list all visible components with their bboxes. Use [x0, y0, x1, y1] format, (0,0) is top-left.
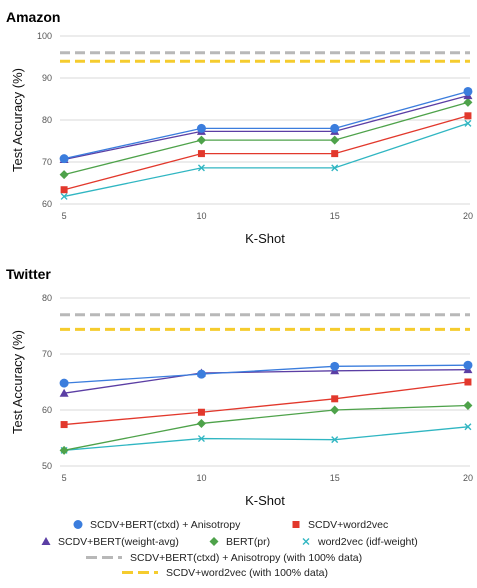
- data-point: [196, 418, 206, 428]
- chart-title: Amazon: [6, 9, 60, 25]
- data-point: [59, 388, 69, 397]
- legend-swatch: [73, 520, 83, 529]
- legend-swatch: [41, 537, 51, 545]
- x-axis-label: K-Shot: [245, 493, 285, 508]
- data-point: [331, 150, 339, 158]
- y-tick-label: 90: [42, 73, 52, 83]
- y-tick-label: 70: [42, 157, 52, 167]
- series-line: [63, 115, 469, 191]
- series-scdv_bert_ctxd_aniso: [59, 360, 473, 388]
- y-tick-label: 70: [42, 349, 52, 359]
- legend-label: BERT(pr): [226, 536, 270, 548]
- y-tick-label: 60: [42, 405, 52, 415]
- series-bert_pr: [59, 97, 473, 180]
- series-line: [63, 122, 469, 198]
- data-point: [196, 135, 206, 145]
- data-point: [196, 123, 206, 133]
- x-tick-label: 5: [62, 211, 67, 221]
- chart-panel-amazon: Amazon 60 70 80 90 100 5 10 15 20 K-Shot Test Accur…: [6, 9, 473, 246]
- y-tick-label: 60: [42, 199, 52, 209]
- data-point: [464, 119, 472, 127]
- series-line: [63, 101, 469, 176]
- series-scdv_word2vec: [60, 112, 472, 194]
- series-scdv_bert_weight_avg: [59, 91, 473, 163]
- legend-swatch: [302, 538, 310, 545]
- series-line: [64, 369, 468, 394]
- data-point: [330, 135, 340, 145]
- y-axis-label: Test Accuracy (%): [10, 68, 25, 172]
- series-line: [63, 95, 469, 161]
- x-tick-label: 20: [463, 211, 473, 221]
- data-point: [463, 360, 473, 370]
- data-point: [197, 408, 205, 416]
- x-tick-label: 15: [330, 211, 340, 221]
- data-point: [196, 369, 206, 379]
- data-point: [60, 192, 68, 200]
- series-scdv_bert_ctxd_aniso: [59, 86, 473, 164]
- data-point: [197, 435, 205, 443]
- legend-item-scdv_bert_weight_avg: SCDV+BERT(weight-avg): [41, 536, 179, 548]
- x-tick-label: 5: [62, 473, 67, 483]
- data-point: [331, 395, 339, 403]
- legend-label: word2vec (idf-weight): [317, 536, 418, 548]
- legend-item-bert_pr: BERT(pr): [209, 536, 270, 548]
- legend-label: SCDV+word2vec (with 100% data): [166, 567, 328, 579]
- legend-label: SCDV+word2vec: [308, 519, 388, 531]
- y-tick-label: 80: [42, 293, 52, 303]
- legend-label: SCDV+BERT(ctxd) + Anisotropy (with 100% …: [130, 552, 362, 564]
- series-scdv_word2vec: [60, 378, 472, 429]
- data-point: [59, 154, 69, 164]
- x-axis-label: K-Shot: [245, 231, 285, 246]
- legend-item-scdv_bert_ctxd_aniso: SCDV+BERT(ctxd) + Anisotropy: [73, 519, 241, 531]
- data-point: [59, 445, 69, 455]
- series-line: [64, 381, 469, 426]
- data-point: [60, 421, 68, 429]
- y-tick-label: 100: [37, 31, 52, 41]
- data-point: [197, 150, 205, 158]
- data-point: [464, 423, 472, 431]
- data-point: [197, 164, 205, 172]
- series-line: [64, 364, 468, 384]
- chart-panel-twitter: Twitter 50 60 70 80 5 10 15 20 K-Shot Test Accurac…: [6, 266, 473, 508]
- data-point: [60, 186, 68, 194]
- legend: SCDV+BERT(ctxd) + Anisotropy SCDV+word2ve…: [41, 519, 418, 579]
- data-point: [330, 405, 340, 415]
- data-point: [331, 436, 339, 444]
- y-axis-label: Test Accuracy (%): [10, 330, 25, 434]
- data-point: [464, 378, 472, 386]
- series-word2vec_idf: [60, 119, 472, 200]
- x-tick-label: 10: [196, 211, 206, 221]
- legend-item-ref_bert: SCDV+BERT(ctxd) + Anisotropy (with 100% …: [86, 552, 362, 564]
- chart-title: Twitter: [6, 266, 51, 282]
- legend-label: SCDV+BERT(ctxd) + Anisotropy: [90, 519, 241, 531]
- legend-label: SCDV+BERT(weight-avg): [58, 536, 179, 548]
- series-bert_pr: [59, 401, 473, 455]
- series-line: [64, 426, 469, 451]
- data-point: [330, 123, 340, 133]
- x-tick-label: 15: [330, 473, 340, 483]
- data-point: [330, 361, 340, 371]
- series-line: [63, 404, 468, 451]
- series-line: [63, 90, 469, 160]
- x-tick-label: 10: [196, 473, 206, 483]
- legend-item-ref_word2vec: SCDV+word2vec (with 100% data): [122, 567, 328, 579]
- legend-item-word2vec_idf: word2vec (idf-weight): [302, 536, 418, 548]
- data-point: [464, 112, 472, 120]
- data-point: [331, 164, 339, 172]
- legend-swatch: [209, 537, 219, 546]
- data-point: [59, 170, 69, 180]
- x-tick-label: 20: [463, 473, 473, 483]
- legend-item-scdv_word2vec: SCDV+word2vec: [292, 519, 388, 531]
- data-point: [463, 401, 473, 411]
- y-tick-label: 80: [42, 115, 52, 125]
- legend-swatch: [292, 521, 300, 528]
- data-point: [463, 97, 473, 107]
- y-tick-label: 50: [42, 461, 52, 471]
- data-point: [463, 86, 473, 96]
- data-point: [59, 378, 69, 388]
